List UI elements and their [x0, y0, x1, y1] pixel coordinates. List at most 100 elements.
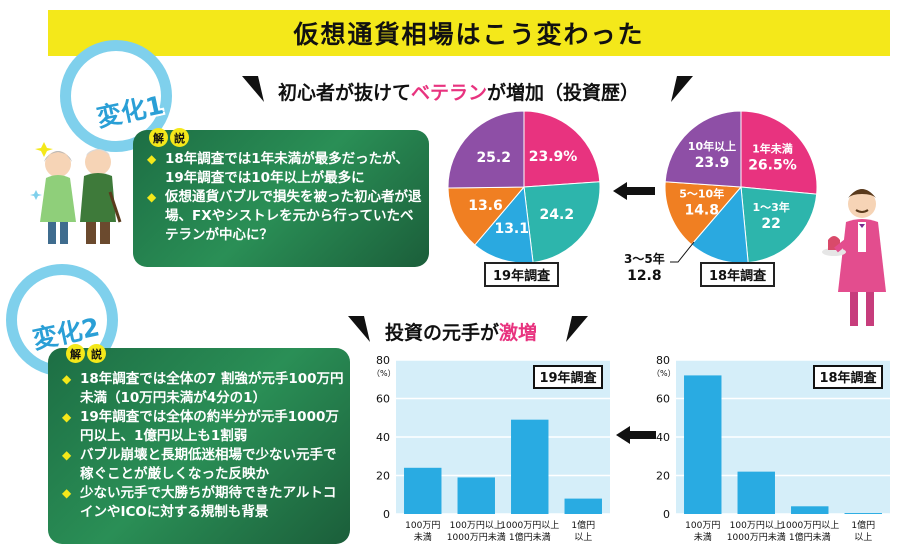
pie-chart-19: 23.9% 24.2 13.1 13.6 25.2 — [447, 110, 601, 264]
x-tick-label: 100万円以上 — [450, 520, 503, 531]
list-item: 18年調査では1年未満が最多だったが、19年調査では10年以上が最多に — [147, 150, 425, 188]
y-tick-label: 0 — [663, 508, 670, 521]
bar — [404, 467, 442, 514]
section1-subtitle-pre: 初心者が抜けて — [278, 82, 412, 104]
section2-commentary-panel: 解 説 18年調査では全体の7 割強が元手100万円未満（10万円未満が4分の1… — [48, 344, 350, 544]
pie-slice — [664, 110, 742, 188]
kaisetsu-char: 解 — [149, 128, 168, 147]
pie-slice — [740, 186, 818, 264]
x-tick-label: 以上 — [574, 532, 592, 543]
y-unit-label: （%） — [372, 369, 396, 378]
chart-label: 18年調査 — [819, 370, 877, 386]
section2-subtitle: 投資の元手が激増 — [385, 318, 537, 345]
x-tick-label: 1億円未満 — [789, 531, 831, 543]
slice-category-label: 10年以上 — [688, 139, 736, 153]
butler-illustration — [822, 189, 886, 326]
x-tick-label: 100万円以上 — [730, 520, 783, 531]
bar — [791, 506, 829, 514]
slice-value-label: 25.2 — [476, 150, 511, 166]
section1-commentary-panel: 解 説 18年調査では1年未満が最多だったが、19年調査では10年以上が最多に … — [133, 128, 429, 267]
bar — [511, 419, 549, 514]
left-arrow-icon — [613, 182, 655, 200]
slice-value-label: 26.5% — [748, 157, 797, 173]
y-tick-label: 80 — [376, 354, 390, 367]
x-tick-label: 1000万円以上 — [500, 520, 559, 531]
pie-slice — [447, 110, 525, 189]
y-tick-label: 0 — [383, 508, 390, 521]
kaisetsu-char: 説 — [87, 344, 106, 363]
bar-chart-19: 0 20 40 60 80 （%） 100万円未満 100万円以上1000万円未満1000万円… — [372, 354, 610, 543]
list-item: バブル崩壊と長期低迷相場で少ない元手で稼ぐことが厳しくなった反映か — [62, 446, 346, 484]
bar — [684, 375, 722, 514]
x-tick-label: 1億円 — [851, 519, 875, 531]
slice-value-label: 23.9 — [695, 155, 730, 171]
section1-subtitle-highlight: ベテラン — [411, 82, 488, 104]
y-tick-label: 40 — [656, 431, 670, 444]
section2-bullets: 18年調査では全体の7 割強が元手100万円未満（10万円未満が4分の1） 19… — [62, 370, 346, 522]
x-tick-label: 未満 — [414, 531, 432, 543]
x-tick-label: 100万円 — [405, 520, 440, 531]
pie-slice — [740, 110, 818, 195]
y-tick-label: 60 — [376, 393, 390, 406]
bar — [844, 513, 882, 514]
list-item: 18年調査では全体の7 割強が元手100万円未満（10万円未満が4分の1） — [62, 370, 346, 408]
x-tick-label: 未満 — [694, 531, 712, 543]
kaisetsu-char: 説 — [170, 128, 189, 147]
slash-decoration-left — [242, 76, 264, 102]
left-arrow-icon — [616, 426, 656, 444]
slice-value-label: 22 — [761, 216, 780, 232]
slice-category-label: 1～3年 — [752, 200, 789, 214]
header-banner: 仮想通貨相場はこう変わった — [48, 10, 890, 56]
slice-category-label: 1年未満 — [752, 141, 793, 155]
list-item: 19年調査では全体の約半分が元手1000万円以上、1億円以上も1割弱 — [62, 408, 346, 446]
slash-decoration-right — [566, 316, 588, 342]
slash-decoration-right — [671, 76, 693, 102]
y-tick-label: 60 — [656, 393, 670, 406]
bar — [737, 471, 775, 514]
slice-value-label: 13.1 — [494, 221, 529, 237]
kaisetsu-badge: 解 説 — [66, 344, 106, 363]
list-item: 少ない元手で大勝ちが期待できたアルトコインやICOに対する規制も背景 — [62, 484, 346, 522]
bar — [564, 498, 602, 514]
bar-chart-18: 0 20 40 60 80 （%） 100万円未満 100万円以上1000万円未満1000万円… — [652, 354, 890, 543]
elderly-couple-illustration — [30, 142, 122, 244]
y-unit-label: （%） — [652, 369, 676, 378]
slice-value-label: 13.6 — [468, 198, 503, 214]
slice-category-label: 5～10年 — [679, 186, 724, 200]
section1-subtitle: 初心者が抜けてベテランが増加（投資歴） — [278, 78, 639, 105]
bar — [457, 477, 495, 514]
pie-chart-18: 1年未満 26.5% 1～3年 22 5～10年 14.8 10年以上 23.9 — [664, 110, 818, 264]
chart-label-box — [533, 365, 603, 389]
y-tick-label: 20 — [656, 470, 670, 483]
pie-18-slice-3-5-label: 3～5年 12.8 — [624, 252, 665, 284]
slice-value: 12.8 — [627, 268, 662, 284]
list-item: 仮想通貨バブルで損失を被った初心者が退場、FXやシストレを元から行っていたベテラ… — [147, 188, 425, 245]
y-tick-label: 80 — [656, 354, 670, 367]
pie-slice — [523, 110, 601, 188]
section2-subtitle-pre: 投資の元手が — [385, 322, 500, 344]
kaisetsu-char: 解 — [66, 344, 85, 363]
section1-subtitle-post: が増加（投資歴） — [487, 82, 640, 104]
slice-value-label: 23.9% — [529, 149, 578, 165]
slice-value-label: 14.8 — [684, 202, 719, 218]
page-title: 仮想通貨相場はこう変わった — [293, 20, 645, 49]
section1-tag-circle — [60, 40, 172, 152]
slash-decoration-left — [348, 316, 370, 342]
x-tick-label: 以上 — [854, 532, 872, 543]
pie-slice — [523, 181, 601, 264]
x-tick-label: 1億円未満 — [509, 531, 551, 543]
y-tick-label: 20 — [376, 470, 390, 483]
leader-line — [670, 241, 695, 263]
slice-category: 3～5年 — [624, 252, 665, 266]
section1-bullets: 18年調査では1年未満が最多だったが、19年調査では10年以上が最多に 仮想通貨… — [147, 150, 425, 245]
pie-slice — [664, 181, 743, 246]
x-tick-label: 1億円 — [571, 519, 595, 531]
pie-slice — [447, 186, 526, 246]
pie-18-label: 18年調査 — [700, 262, 776, 287]
section2-subtitle-highlight: 激増 — [499, 322, 538, 344]
x-tick-label: 1000万円未満 — [447, 531, 506, 543]
y-tick-label: 40 — [376, 431, 390, 444]
x-tick-label: 1000万円未満 — [727, 531, 786, 543]
chart-label: 19年調査 — [539, 370, 597, 386]
kaisetsu-badge: 解 説 — [149, 128, 189, 147]
